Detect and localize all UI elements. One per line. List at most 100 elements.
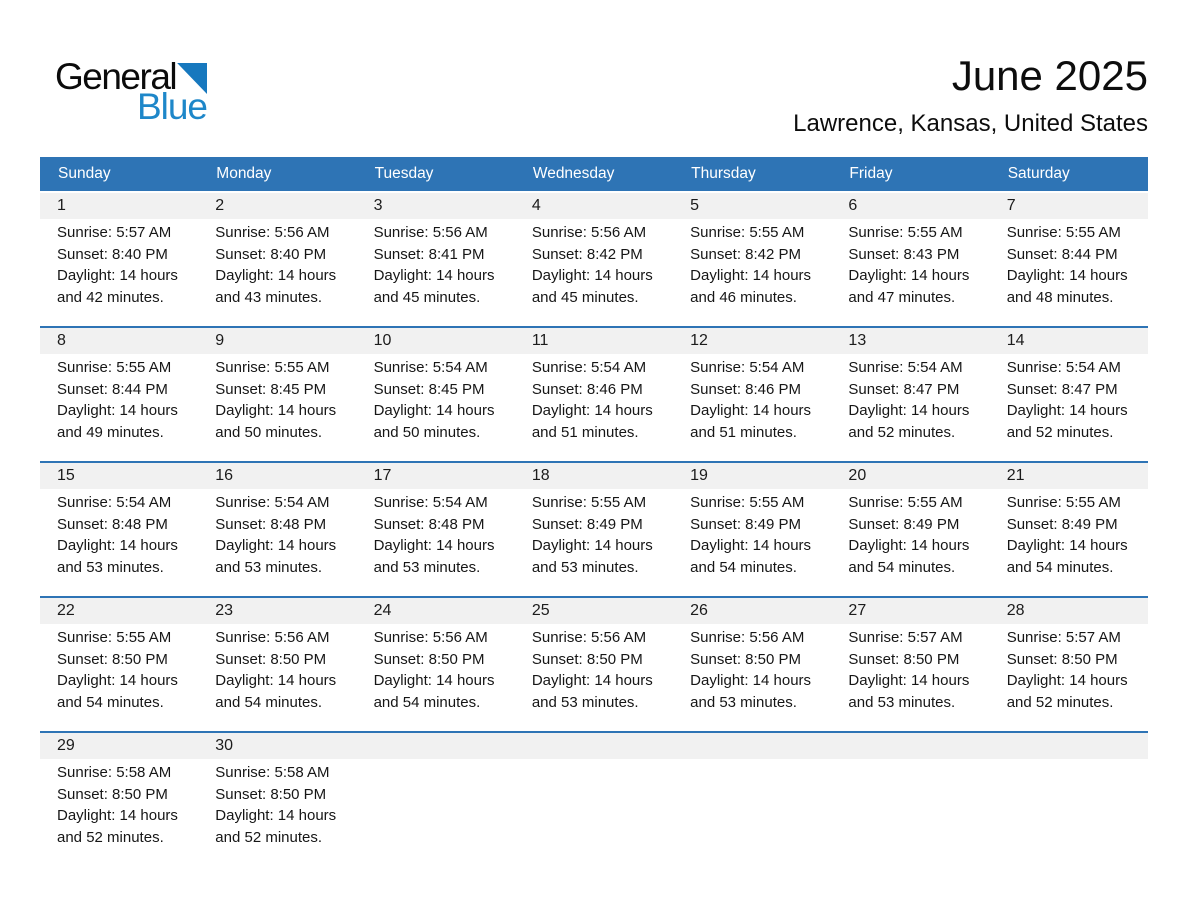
weeks-container: 1 2 3 4 5 6 7 Sunrise: 5:57 AM Sunset: 8:40 PM Da… bbox=[40, 191, 1148, 866]
day-cell: Sunrise: 5:55 AM Sunset: 8:49 PM Daylight:… bbox=[990, 492, 1148, 578]
day-cell: Sunrise: 5:55 AM Sunset: 8:44 PM Daylight:… bbox=[40, 357, 198, 443]
sunset-text: Sunset: 8:40 PM bbox=[57, 245, 168, 263]
day-number: 8 bbox=[57, 332, 66, 349]
sunrise-text: Sunrise: 5:57 AM bbox=[1006, 629, 1121, 646]
day-cell: Sunrise: 5:54 AM Sunset: 8:47 PM Daylight:… bbox=[831, 357, 989, 443]
day-number: 29 bbox=[57, 737, 75, 754]
day-cell: Sunrise: 5:55 AM Sunset: 8:45 PM Daylight:… bbox=[198, 357, 356, 443]
daylight-text-line1: Daylight: 14 hours bbox=[1006, 537, 1128, 554]
daylight-text-line1: Daylight: 14 hours bbox=[57, 267, 178, 284]
day-number: 24 bbox=[373, 602, 392, 619]
day-cell: Sunrise: 5:56 AM Sunset: 8:50 PM Daylight:… bbox=[198, 627, 356, 713]
sunrise-text: Sunrise: 5:54 AM bbox=[373, 359, 488, 376]
sunset-text: Sunset: 8:49 PM bbox=[690, 515, 802, 533]
day-number: 27 bbox=[848, 602, 867, 619]
day-cell: Sunrise: 5:54 AM Sunset: 8:48 PM Daylight:… bbox=[40, 492, 198, 578]
daylight-text-line1: Daylight: 14 hours bbox=[531, 267, 653, 284]
day-number: 1 bbox=[57, 197, 66, 214]
daylight-text-line2: and 54 minutes. bbox=[215, 693, 323, 711]
sunset-text: Sunset: 8:40 PM bbox=[215, 245, 327, 263]
daylight-text-line2: and 52 minutes. bbox=[1006, 693, 1114, 711]
day-cell: Sunrise: 5:55 AM Sunset: 8:50 PM Daylight:… bbox=[40, 627, 198, 713]
sunset-text: Sunset: 8:50 PM bbox=[215, 785, 327, 803]
sunset-text: Sunset: 8:50 PM bbox=[215, 650, 327, 668]
sunrise-text: Sunrise: 5:55 AM bbox=[57, 359, 172, 376]
day-number: 21 bbox=[1006, 467, 1025, 484]
daylight-text-line2: and 42 minutes. bbox=[57, 288, 164, 306]
sunrise-text: Sunrise: 5:55 AM bbox=[531, 494, 647, 511]
sunrise-text: Sunrise: 5:55 AM bbox=[1006, 494, 1121, 511]
daylight-text-line2: and 54 minutes. bbox=[1006, 558, 1114, 576]
weekday-header-monday: Monday bbox=[216, 165, 272, 182]
daylight-text-line1: Daylight: 14 hours bbox=[1006, 672, 1128, 689]
sunset-text: Sunset: 8:50 PM bbox=[1006, 650, 1118, 668]
day-number: 14 bbox=[1006, 332, 1025, 349]
day-cell: Sunrise: 5:54 AM Sunset: 8:46 PM Daylight:… bbox=[673, 357, 831, 443]
day-cell: Sunrise: 5:56 AM Sunset: 8:41 PM Daylight:… bbox=[357, 222, 515, 308]
daylight-text-line1: Daylight: 14 hours bbox=[848, 267, 970, 284]
sunrise-text: Sunrise: 5:58 AM bbox=[57, 764, 172, 781]
daylight-text-line1: Daylight: 14 hours bbox=[57, 537, 178, 554]
sunrise-text: Sunrise: 5:54 AM bbox=[531, 359, 647, 376]
general-blue-logo: General Blue bbox=[55, 58, 208, 125]
day-number: 12 bbox=[690, 332, 708, 349]
daylight-text-line1: Daylight: 14 hours bbox=[57, 807, 178, 824]
day-cell: Sunrise: 5:56 AM Sunset: 8:40 PM Daylight:… bbox=[198, 222, 356, 308]
weekday-header-wednesday: Wednesday bbox=[532, 165, 615, 182]
day-number: 3 bbox=[373, 197, 383, 214]
daylight-text-line2: and 53 minutes. bbox=[690, 693, 797, 711]
daylight-text-line2: and 53 minutes. bbox=[215, 558, 323, 576]
weekday-header-tuesday: Tuesday bbox=[374, 165, 434, 182]
day-number-band: 29 30 bbox=[40, 733, 1148, 759]
daylight-text-line2: and 53 minutes. bbox=[531, 558, 639, 576]
sunset-text: Sunset: 8:50 PM bbox=[531, 650, 643, 668]
day-cell: Sunrise: 5:55 AM Sunset: 8:43 PM Daylight:… bbox=[831, 222, 989, 308]
sunset-text: Sunset: 8:49 PM bbox=[1006, 515, 1118, 533]
daylight-text-line1: Daylight: 14 hours bbox=[690, 267, 812, 284]
daylight-text-line2: and 52 minutes. bbox=[57, 828, 164, 846]
sunset-text: Sunset: 8:50 PM bbox=[57, 650, 168, 668]
day-number: 30 bbox=[215, 737, 234, 754]
sunset-text: Sunset: 8:49 PM bbox=[531, 515, 643, 533]
daylight-text-line2: and 48 minutes. bbox=[1006, 288, 1114, 306]
daylight-text-line2: and 52 minutes. bbox=[848, 423, 956, 441]
week-row: 8 9 10 11 12 13 14 Sunrise: 5:55 AM Sunset: 8:44… bbox=[40, 326, 1148, 461]
day-cell: Sunrise: 5:57 AM Sunset: 8:50 PM Daylight:… bbox=[831, 627, 989, 713]
day-number: 16 bbox=[215, 467, 234, 484]
sunrise-text: Sunrise: 5:55 AM bbox=[690, 224, 805, 241]
day-cell: Sunrise: 5:55 AM Sunset: 8:49 PM Daylight:… bbox=[515, 492, 673, 578]
day-number: 18 bbox=[531, 467, 550, 484]
day-cell-empty bbox=[831, 762, 989, 848]
day-cell: Sunrise: 5:57 AM Sunset: 8:50 PM Daylight:… bbox=[990, 627, 1148, 713]
weekday-header-thursday: Thursday bbox=[691, 165, 756, 182]
daylight-text-line1: Daylight: 14 hours bbox=[215, 402, 337, 419]
day-cell-empty bbox=[357, 762, 515, 848]
day-number: 10 bbox=[373, 332, 392, 349]
daylight-text-line1: Daylight: 14 hours bbox=[1006, 267, 1128, 284]
sunrise-text: Sunrise: 5:56 AM bbox=[215, 629, 330, 646]
day-number: 15 bbox=[57, 467, 75, 484]
day-cell-empty bbox=[515, 762, 673, 848]
day-details-band: Sunrise: 5:55 AM Sunset: 8:50 PM Daylight:… bbox=[40, 624, 1148, 731]
day-number-band: 8 9 10 11 12 13 14 bbox=[40, 328, 1148, 354]
daylight-text-line1: Daylight: 14 hours bbox=[690, 672, 812, 689]
day-cell: Sunrise: 5:56 AM Sunset: 8:50 PM Daylight:… bbox=[673, 627, 831, 713]
sunset-text: Sunset: 8:50 PM bbox=[848, 650, 960, 668]
sunrise-text: Sunrise: 5:56 AM bbox=[690, 629, 805, 646]
daylight-text-line1: Daylight: 14 hours bbox=[531, 672, 653, 689]
day-details-band: Sunrise: 5:55 AM Sunset: 8:44 PM Daylight:… bbox=[40, 354, 1148, 461]
sunrise-text: Sunrise: 5:55 AM bbox=[215, 359, 330, 376]
daylight-text-line1: Daylight: 14 hours bbox=[848, 402, 970, 419]
sunset-text: Sunset: 8:49 PM bbox=[848, 515, 960, 533]
sunset-text: Sunset: 8:48 PM bbox=[373, 515, 485, 533]
daylight-text-line1: Daylight: 14 hours bbox=[373, 672, 495, 689]
sunrise-text: Sunrise: 5:55 AM bbox=[690, 494, 805, 511]
daylight-text-line2: and 45 minutes. bbox=[373, 288, 481, 306]
day-cell: Sunrise: 5:55 AM Sunset: 8:42 PM Daylight:… bbox=[673, 222, 831, 308]
daylight-text-line2: and 54 minutes. bbox=[690, 558, 797, 576]
daylight-text-line2: and 50 minutes. bbox=[215, 423, 323, 441]
week-row: 22 23 24 25 26 27 28 Sunrise: 5:55 AM Sunset: 8:… bbox=[40, 596, 1148, 731]
week-row: 29 30 Sunrise: 5:58 AM Sunset: 8:50 PM Dayli… bbox=[40, 731, 1148, 866]
day-cell: Sunrise: 5:56 AM Sunset: 8:42 PM Daylight:… bbox=[515, 222, 673, 308]
calendar-table: Sunday Monday Tuesday Wednesday Thursday… bbox=[40, 157, 1148, 866]
